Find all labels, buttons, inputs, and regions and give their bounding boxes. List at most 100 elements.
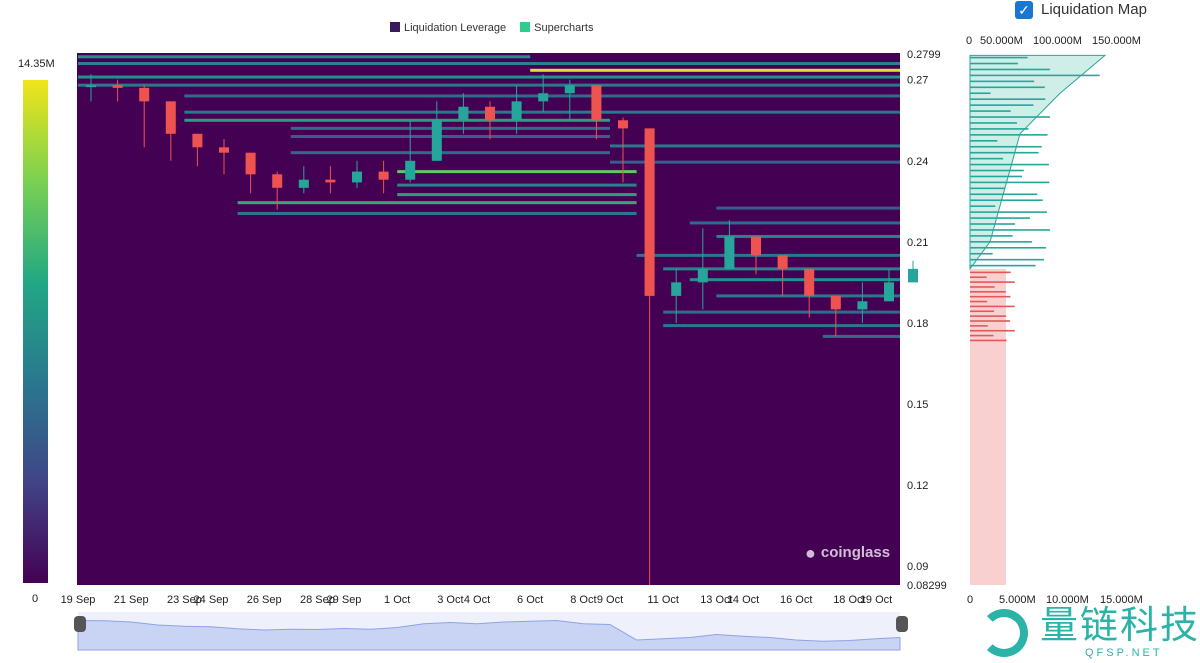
candle-body (298, 179, 309, 188)
candle-body (671, 282, 682, 296)
map-top-axis-label: 0 (966, 35, 972, 47)
short-liquidation-bar (970, 128, 1029, 130)
heatmap-band (822, 334, 900, 338)
short-liquidation-bar (970, 139, 998, 142)
heatmap-band (689, 278, 900, 282)
heatmap-band (689, 221, 900, 225)
short-liquidation-bar (970, 193, 1038, 196)
x-tick-label: 24 Sep (194, 594, 229, 606)
x-tick-label: 23 Sep (167, 594, 202, 606)
y-tick-label: 0.18 (907, 318, 928, 330)
x-tick-label: 28 Sep (300, 594, 335, 606)
watermark: ● coinglass (805, 543, 890, 563)
x-tick-label: 8 Oct (570, 594, 596, 606)
navigator-handle[interactable] (74, 616, 86, 632)
x-tick-label: 11 Oct (647, 594, 679, 606)
legend-item-supercharts[interactable]: Supercharts (520, 22, 593, 35)
candle-body (139, 87, 150, 102)
checkbox-checked-icon[interactable]: ✓ (1015, 1, 1033, 19)
long-liquidation-bar (970, 310, 995, 313)
map-bottom-axis-label: 10.000M (1046, 594, 1089, 606)
x-tick-label: 18 Oct (833, 594, 865, 606)
short-liquidation-bar (970, 116, 1050, 118)
heatmap-band (397, 193, 637, 197)
legend: Liquidation Leverage Supercharts (390, 22, 593, 35)
heatmap-background (77, 53, 900, 585)
map-top-axis-label: 100.000M (1033, 35, 1082, 47)
candle-body (644, 128, 655, 296)
candle-body (219, 147, 229, 153)
short-liquidation-bar (970, 68, 1050, 71)
candle-body (378, 171, 389, 180)
logo-mark-icon (980, 609, 1028, 657)
short-liquidation-bar (970, 241, 1032, 243)
long-liquidation-bar (970, 300, 988, 303)
long-liquidation-bar (970, 286, 995, 288)
short-liquidation-bar (970, 235, 1013, 237)
candle-body (458, 106, 469, 121)
short-liquidation-bar (970, 134, 1048, 136)
short-liquidation-bar (970, 217, 1031, 219)
candle-body (245, 152, 256, 175)
heatmap-band (184, 118, 610, 122)
heatmap-band (397, 183, 637, 187)
short-liquidation-bar (970, 104, 1034, 106)
y-tick-label: 0.12 (907, 480, 928, 492)
liquidation-map-toggle[interactable]: ✓ Liquidation Map (1015, 0, 1147, 20)
short-liquidation-bar (970, 86, 1045, 89)
heatmap-band (290, 151, 610, 155)
short-liquidation-bar (970, 74, 1100, 77)
heatmap-band (290, 126, 610, 130)
heatmap-band (78, 83, 900, 87)
long-liquidation-bar (970, 271, 1011, 274)
map-bottom-axis-label: 15.000M (1100, 594, 1143, 606)
short-liquidation-bar (970, 187, 1006, 190)
short-liquidation-bar (970, 163, 1049, 166)
watermark-text: coinglass (820, 544, 891, 561)
heatmap-band (663, 324, 900, 328)
short-liquidation-bar (970, 62, 1018, 65)
short-liquidation-bar (970, 258, 1044, 261)
candle-body (538, 93, 549, 102)
legend-item-leverage[interactable]: Liquidation Leverage (390, 22, 506, 35)
map-bottom-axis-label: 5.000M (999, 594, 1036, 606)
candle-body (830, 295, 841, 310)
x-tick-label: 26 Sep (247, 594, 282, 606)
swatch (390, 22, 400, 32)
x-tick-label: 29 Sep (327, 594, 362, 606)
long-liquidation-bar (970, 329, 1015, 332)
x-tick-label: 19 Sep (61, 594, 96, 606)
short-liquidation-bar (970, 205, 996, 207)
candle-body (485, 106, 495, 121)
long-liquidation-bar (970, 315, 1007, 317)
y-tick-label: 0.24 (907, 156, 928, 168)
short-cumulative-area (969, 54, 1107, 271)
short-liquidation-bar (970, 80, 1035, 83)
candle-body (857, 301, 868, 310)
x-tick-label: 6 Oct (517, 594, 543, 606)
candle-body (777, 255, 788, 269)
map-top-axis-label: 150.000M (1092, 35, 1141, 47)
candle-body (352, 171, 362, 183)
y-tick-label: 0.21 (907, 237, 928, 249)
long-liquidation-bar (970, 291, 1006, 293)
long-liquidation-bar (970, 295, 1011, 298)
navigator-handle[interactable] (896, 616, 908, 632)
heatmap-band (530, 68, 900, 72)
candle-body (511, 101, 522, 121)
x-tick-label: 4 Oct (464, 594, 490, 606)
candle-body (325, 179, 336, 183)
navigator-area (77, 619, 901, 651)
y-tick-label: 0.08299 (907, 580, 947, 592)
candle-body (405, 160, 416, 180)
colorbar-max: 14.35M (18, 58, 55, 70)
short-liquidation-bar (970, 264, 1036, 267)
short-liquidation-bar (970, 145, 1042, 148)
coinglass-logo-icon: ● (805, 543, 816, 563)
y-tick-label: 0.2799 (907, 49, 941, 61)
long-liquidation-bar (970, 339, 1007, 342)
short-liquidation-bar (970, 175, 1023, 178)
map-bottom-axis-label: 0 (967, 594, 973, 606)
